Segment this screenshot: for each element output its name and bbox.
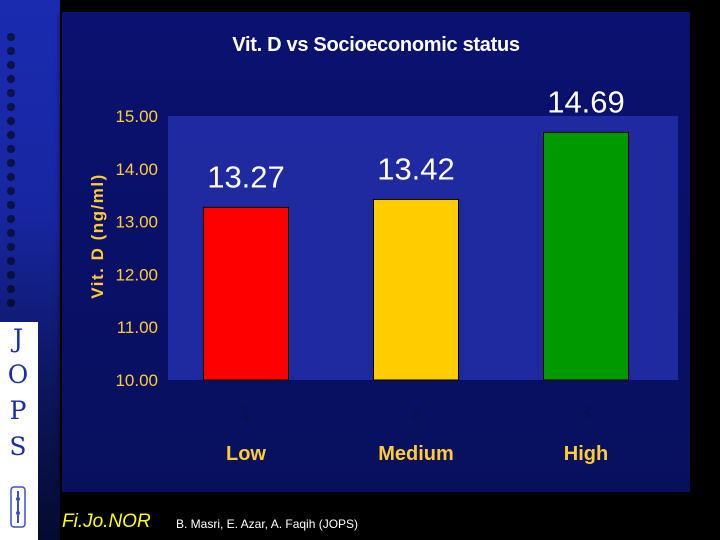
x-tick-label: 1 xyxy=(241,403,251,423)
x-tick-label: 2 xyxy=(411,403,421,423)
data-label: 13.42 xyxy=(377,151,455,186)
category-label: High xyxy=(564,443,608,465)
y-tick-label: 14.00 xyxy=(115,160,158,179)
footer-brand: Fi.Jo.NOR xyxy=(62,511,151,532)
jops-logo-icon xyxy=(10,486,26,528)
jops-letter-j: J xyxy=(12,324,24,353)
y-tick-label: 15.00 xyxy=(115,107,158,126)
dotted-pattern xyxy=(4,30,18,310)
y-axis-label: Vit. D (ng/ml) xyxy=(88,173,107,299)
right-margin xyxy=(690,12,720,492)
category-label: Medium xyxy=(378,443,454,465)
chart-slide: Vit. D vs Socioeconomic status 10.00 11.0… xyxy=(62,12,690,492)
jops-letter-p: P xyxy=(9,396,27,425)
data-label: 14.69 xyxy=(547,84,625,119)
y-tick-label: 12.00 xyxy=(115,265,158,284)
data-label: 13.27 xyxy=(207,159,285,194)
bar-low xyxy=(203,206,289,381)
chart-title: Vit. D vs Socioeconomic status xyxy=(232,34,520,56)
y-tick-label: 11.00 xyxy=(117,318,158,337)
jops-letter-o: O xyxy=(7,360,29,389)
x-tick-label: 3 xyxy=(581,403,591,423)
y-tick-label: 13.00 xyxy=(115,213,158,232)
footer-credit: B. Masri, E. Azar, A. Faqih (JOPS) xyxy=(176,517,359,531)
jops-letter-s: S xyxy=(9,432,27,461)
y-tick-label: 10.00 xyxy=(115,371,158,390)
bar-high xyxy=(543,131,629,381)
bar-chart: 10.00 11.00 12.00 13.00 14.00 15.00 Vit. D (ng… xyxy=(88,84,678,465)
category-label: Low xyxy=(226,443,266,465)
jops-side-panel: J O P S xyxy=(0,322,38,540)
bar-medium xyxy=(373,198,459,381)
